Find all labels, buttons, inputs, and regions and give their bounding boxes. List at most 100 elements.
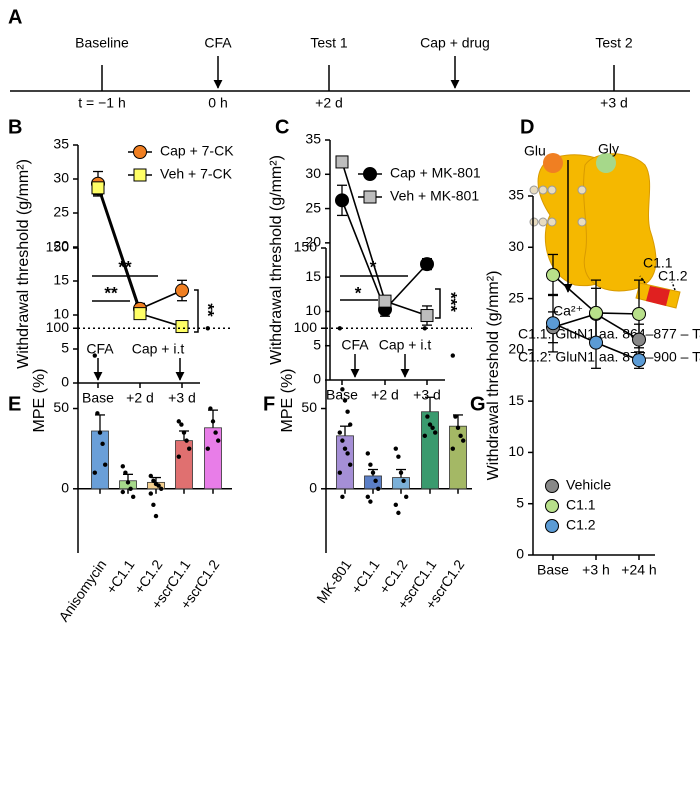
legend-marker [545, 499, 559, 513]
timeline-label: Baseline [75, 35, 129, 51]
data-point [131, 494, 136, 500]
y-tick-label: 0 [61, 374, 69, 390]
y-tick-label: 100 [46, 319, 70, 335]
bar [91, 430, 109, 490]
y-tick-label: 30 [508, 238, 524, 254]
legend-label: Veh + MK-801 [390, 188, 479, 204]
panel-label: D [520, 116, 534, 138]
legend-marker [363, 190, 377, 204]
x-tick-label: +C1.1 [348, 556, 383, 596]
legend-label: Cap + 7-CK [160, 143, 234, 159]
bar [204, 427, 222, 490]
y-tick-label: 10 [305, 302, 321, 318]
data-point [345, 409, 350, 414]
data-point [92, 470, 98, 475]
data-point [368, 499, 373, 504]
x-tick-label: +2 d [126, 390, 154, 406]
data-point [153, 513, 159, 519]
data-point [404, 494, 409, 500]
data-point [348, 462, 353, 467]
legend-marker [363, 167, 377, 181]
data-point [461, 438, 466, 443]
y-tick-label: 50 [301, 399, 317, 415]
y-tick-label: 0 [309, 479, 317, 495]
data-point [208, 406, 213, 411]
y-tick-label: 20 [508, 341, 524, 357]
marker [589, 335, 603, 350]
data-point [148, 473, 153, 479]
annotation: ** [118, 257, 132, 276]
y-tick-label: 50 [53, 399, 69, 415]
y-tick-label: 0 [61, 479, 69, 495]
marker [589, 305, 603, 320]
y-tick-label: 25 [508, 289, 524, 305]
data-point [337, 470, 342, 475]
legend-label: C1.2 [566, 517, 596, 533]
data-point [450, 353, 455, 358]
data-point [340, 438, 345, 443]
data-point [422, 326, 427, 331]
y-tick-label: 150 [294, 239, 318, 255]
marker [632, 332, 646, 347]
data-point [184, 438, 189, 443]
data-point [430, 425, 435, 430]
y-tick-label: 15 [53, 272, 69, 288]
marker [632, 353, 646, 368]
data-point [148, 491, 153, 496]
data-point [92, 353, 98, 358]
diagram-label: Ca²⁺ [553, 303, 583, 319]
data-point [401, 478, 406, 483]
diagram-label: C1.1 [643, 255, 673, 271]
y-tick-label: 0 [313, 371, 321, 387]
data-point [181, 430, 187, 435]
y-tick-label: 0 [516, 546, 524, 562]
x-tick-label: +3 h [582, 562, 610, 578]
y-tick-label: 35 [305, 131, 321, 147]
data-point [425, 414, 430, 419]
legend-label: Cap + MK-801 [390, 165, 481, 181]
marker [335, 155, 349, 169]
y-tick-label: 5 [516, 494, 524, 510]
timeline-label: Test 2 [595, 35, 633, 51]
legend-marker [545, 519, 559, 533]
x-tick-label: Base [537, 562, 569, 578]
data-point [97, 430, 103, 435]
bar [449, 425, 467, 490]
data-point [427, 422, 433, 427]
marker [546, 267, 560, 282]
data-point [422, 433, 427, 439]
data-point [340, 494, 345, 500]
data-point [213, 430, 218, 435]
data-point [365, 451, 370, 456]
x-tick-label: +3 d [413, 387, 441, 403]
annotation: * [355, 283, 362, 302]
annotation: Cap + i.t [132, 341, 185, 357]
x-tick-label: Anisomycin [55, 557, 109, 625]
timeline-time: t = −1 h [78, 95, 125, 111]
diagram-label: C1.2 [658, 268, 688, 284]
annotation: CFA [86, 341, 114, 357]
timeline-time: 0 h [208, 95, 227, 111]
significance-bracket [435, 288, 441, 319]
x-tick-label: +24 h [621, 562, 656, 578]
data-point [176, 419, 181, 424]
y-axis-label: MPE (%) [279, 369, 296, 433]
annotation: CFA [341, 337, 369, 353]
data-point [337, 430, 342, 435]
y-tick-label: 5 [61, 340, 69, 356]
y-tick-label: 10 [53, 306, 69, 322]
data-point [393, 502, 398, 508]
diagram-legend: C1.1: GluN1 aa. 864–877 – Tat [518, 326, 700, 342]
data-point [120, 489, 126, 495]
y-tick-label: 15 [305, 268, 321, 284]
data-point [365, 494, 370, 500]
data-point [342, 398, 348, 403]
data-point [458, 433, 463, 439]
data-point [342, 446, 348, 451]
marker [420, 309, 434, 323]
y-tick-label: 25 [305, 199, 321, 215]
y-tick-label: 20 [53, 238, 69, 254]
data-point [125, 480, 131, 485]
data-point [216, 438, 221, 443]
